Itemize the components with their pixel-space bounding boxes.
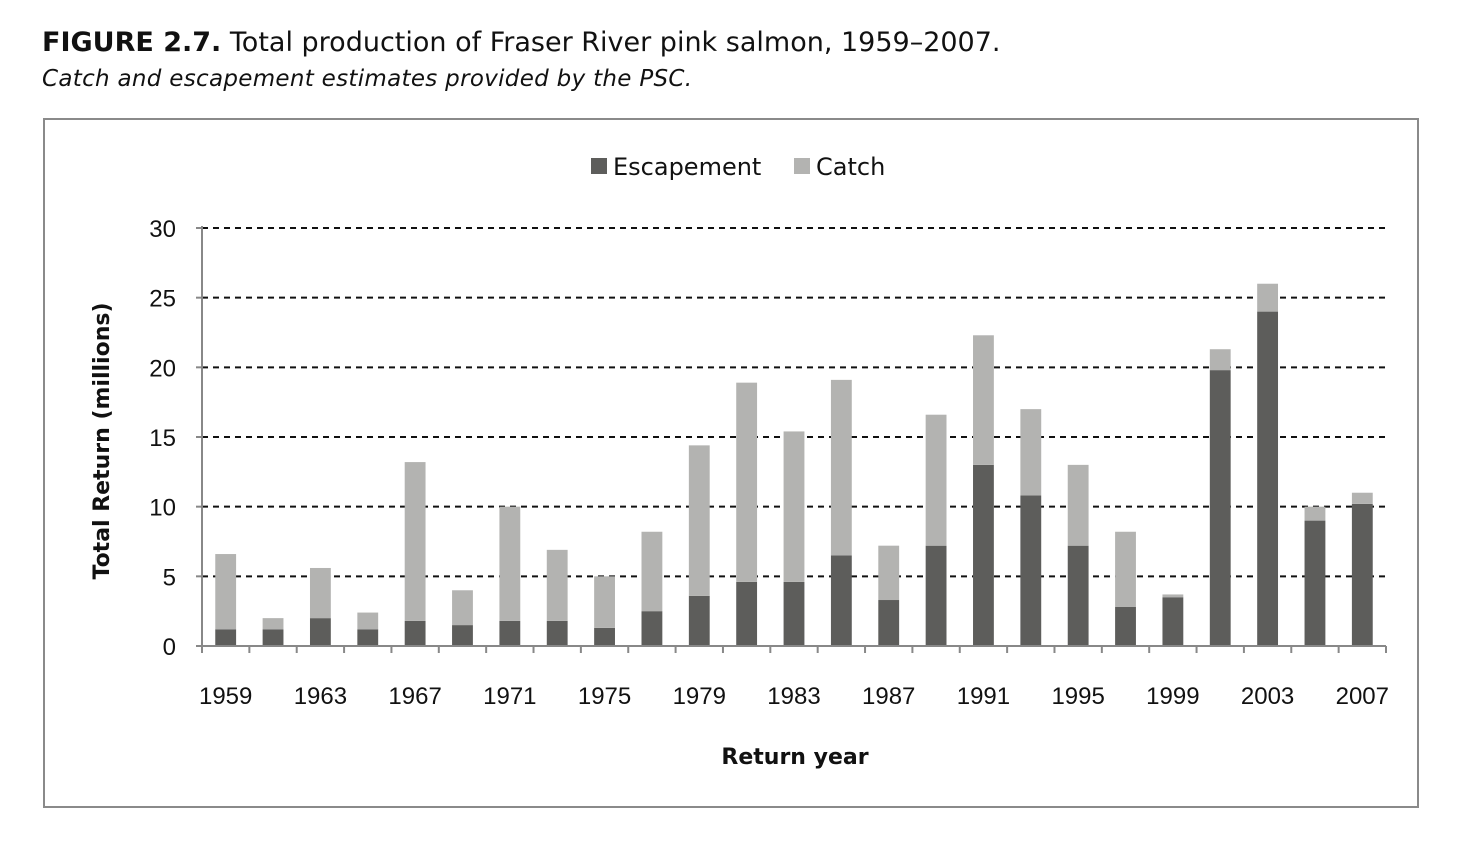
- x-axis-title: Return year: [721, 745, 868, 770]
- x-tick-label: 2007: [1336, 683, 1389, 710]
- legend-label-catch: Catch: [816, 153, 885, 181]
- x-tick-label: 1975: [578, 683, 631, 710]
- bar-escapement-1981: [736, 581, 758, 646]
- x-tick-label: 1967: [388, 683, 441, 710]
- bar-catch-1991: [973, 335, 994, 465]
- bar-escapement-1969: [452, 625, 473, 646]
- axes: [196, 226, 1387, 653]
- bar-catch-1989: [925, 414, 947, 546]
- x-tick-label: 1999: [1146, 683, 1199, 710]
- bar-escapement-2003: [1257, 311, 1279, 646]
- bar-catch-2005: [1304, 506, 1326, 521]
- figure-label: FIGURE 2.7.: [42, 27, 222, 58]
- bar-escapement-1997: [1115, 606, 1136, 646]
- x-tick-label: 1959: [199, 683, 252, 710]
- legend-label-escapement: Escapement: [613, 153, 761, 181]
- bar-escapement-1995: [1067, 545, 1089, 646]
- x-tick-label: 1991: [957, 683, 1010, 710]
- bar-escapement-1975: [594, 627, 615, 646]
- bar-catch-1963: [309, 567, 331, 619]
- bar-catch-1979: [688, 445, 710, 596]
- bar-escapement-1963: [309, 618, 331, 646]
- bar-escapement-2005: [1304, 520, 1326, 646]
- bar-catch-1981: [736, 382, 758, 582]
- bar-catch-1971: [499, 506, 521, 621]
- bar-escapement-1973: [546, 620, 568, 646]
- bar-escapement-1965: [357, 629, 379, 646]
- bar-escapement-1989: [925, 545, 947, 646]
- bar-catch-2003: [1257, 283, 1279, 312]
- x-tick-label: 1971: [483, 683, 536, 710]
- y-tick-label: 15: [149, 425, 176, 452]
- legend-swatch-escapement: [591, 158, 607, 174]
- figure-subtitle: Catch and escapement estimates provided …: [42, 66, 693, 92]
- bar-escapement-1959: [215, 629, 237, 646]
- bar-catch-1999: [1162, 594, 1184, 598]
- x-tick-labels: 1959 1963 1967 1971 1975 1979 1983 1987 1991 1995…: [199, 683, 1389, 710]
- y-tick-label: 30: [149, 216, 176, 243]
- x-tick-label: 1995: [1051, 683, 1104, 710]
- figure-title: Total production of Fraser River pink sa…: [229, 27, 1001, 58]
- bar-catch-1961: [262, 618, 284, 630]
- chart-frame: 0 5 10 15 20 25 30 1959 1963 1967 1971 1975 1979 198…: [43, 118, 1419, 808]
- bar-catch-2007: [1351, 492, 1373, 504]
- y-tick-label: 20: [149, 355, 176, 382]
- legend: Escapement Catch: [591, 153, 885, 181]
- y-tick-label: 0: [163, 634, 176, 661]
- bar-catch-1995: [1067, 464, 1089, 546]
- bar-catch-1987: [878, 545, 900, 601]
- y-axis-title: Total Return (millions): [90, 302, 115, 579]
- figure-caption: FIGURE 2.7. Total production of Fraser R…: [42, 24, 1442, 96]
- x-tick-label: 1979: [673, 683, 726, 710]
- figure-title-line: FIGURE 2.7. Total production of Fraser R…: [42, 24, 1442, 62]
- y-tick-label: 5: [163, 564, 176, 591]
- bar-catch-1975: [594, 576, 615, 628]
- bar-catch-1997: [1115, 531, 1136, 607]
- bar-catch-1969: [452, 590, 473, 626]
- x-tick-label: 1963: [294, 683, 347, 710]
- bar-escapement-1977: [641, 611, 663, 646]
- y-tick-label: 25: [149, 286, 176, 313]
- bar-catch-1973: [546, 549, 568, 621]
- bar-escapement-2007: [1351, 503, 1373, 646]
- bar-escapement-1991: [973, 464, 994, 646]
- bar-catch-1993: [1020, 409, 1042, 496]
- bar-escapement-2001: [1209, 370, 1231, 646]
- bar-escapement-1983: [783, 581, 805, 646]
- y-tick-label: 10: [149, 495, 176, 522]
- bar-catch-2001: [1209, 349, 1231, 371]
- bar-catch-1985: [830, 379, 852, 556]
- bar-catch-1965: [357, 612, 379, 630]
- bar-catch-1959: [215, 554, 237, 630]
- legend-swatch-catch: [794, 158, 810, 174]
- bar-catch-1983: [783, 431, 805, 582]
- y-tick-labels: 0 5 10 15 20 25 30: [149, 216, 176, 661]
- bar-catch-1977: [641, 531, 663, 612]
- bar-escapement-1999: [1162, 597, 1184, 646]
- bar-escapement-1979: [688, 595, 710, 646]
- bar-escapement-1985: [830, 555, 852, 646]
- bar-escapement-1993: [1020, 495, 1042, 646]
- bar-escapement-1987: [878, 600, 900, 646]
- chart: 0 5 10 15 20 25 30 1959 1963 1967 1971 1975 1979 198…: [90, 153, 1389, 770]
- x-tick-label: 2003: [1241, 683, 1294, 710]
- bars: [215, 283, 1373, 646]
- bar-escapement-1961: [262, 629, 284, 646]
- x-tick-label: 1987: [862, 683, 915, 710]
- bar-escapement-1967: [404, 620, 426, 646]
- bar-catch-1967: [404, 462, 426, 621]
- bar-escapement-1971: [499, 620, 521, 646]
- x-tick-label: 1983: [767, 683, 820, 710]
